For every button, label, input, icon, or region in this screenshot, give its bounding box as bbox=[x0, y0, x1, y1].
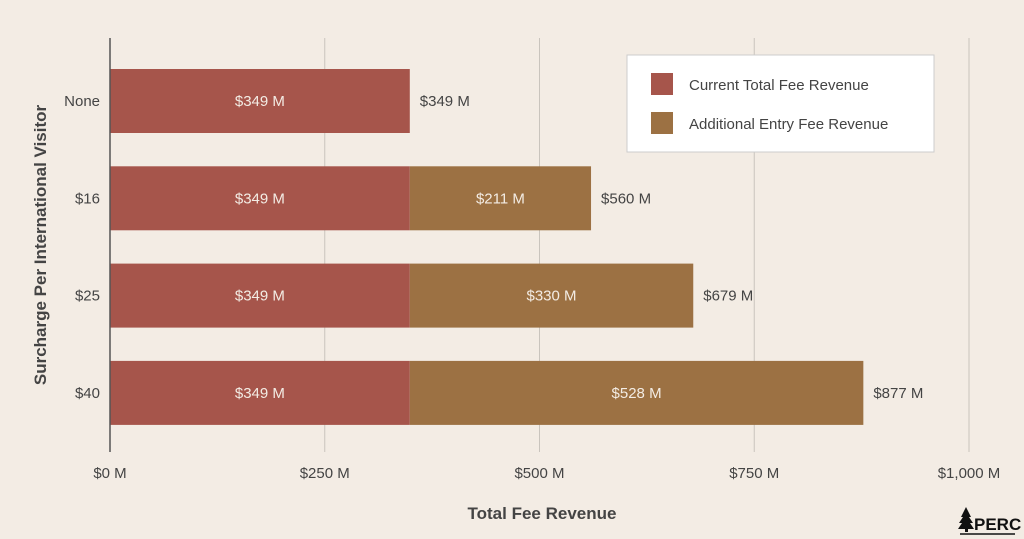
bar-value-label: $349 M bbox=[235, 385, 285, 402]
bar-current bbox=[110, 166, 410, 231]
y-tick-label: $25 bbox=[75, 288, 100, 305]
y-tick-label: None bbox=[64, 93, 100, 110]
bar-value-label: $349 M bbox=[235, 93, 285, 110]
bar-total-label: $349 M bbox=[420, 93, 470, 110]
bar-additional bbox=[409, 360, 864, 425]
legend-swatch-current bbox=[651, 73, 673, 95]
bar-value-label: $349 M bbox=[235, 288, 285, 305]
bar-total-label: $560 M bbox=[601, 190, 651, 207]
y-axis-title: Surcharge Per International Visitor bbox=[31, 104, 50, 385]
bar-current bbox=[110, 263, 410, 328]
y-tick-label: $40 bbox=[75, 385, 100, 402]
logo-text: PERC bbox=[974, 515, 1021, 534]
legend-label-additional: Additional Entry Fee Revenue bbox=[689, 116, 888, 133]
bar-total-label: $679 M bbox=[703, 288, 753, 305]
bar-additional bbox=[409, 166, 592, 231]
x-axis-title: Total Fee Revenue bbox=[468, 504, 617, 523]
perc-logo: PERC bbox=[958, 507, 1021, 535]
x-tick-label: $750 M bbox=[729, 465, 779, 482]
legend: Current Total Fee Revenue Additional Ent… bbox=[626, 54, 935, 153]
x-tick-label: $250 M bbox=[300, 465, 350, 482]
legend-label-current: Current Total Fee Revenue bbox=[689, 77, 869, 94]
bar-value-label: $330 M bbox=[527, 288, 577, 305]
bar-additional bbox=[409, 263, 694, 328]
tree-icon bbox=[958, 507, 974, 532]
bar-value-label: $528 M bbox=[612, 385, 662, 402]
x-tick-label: $1,000 M bbox=[938, 465, 1001, 482]
bar-current bbox=[110, 360, 410, 425]
y-tick-label: $16 bbox=[75, 190, 100, 207]
bar-value-label: $211 M bbox=[476, 190, 525, 207]
legend-swatch-additional bbox=[651, 112, 673, 134]
bar-current bbox=[110, 69, 410, 133]
bar-total-label: $877 M bbox=[873, 385, 923, 402]
x-tick-label: $500 M bbox=[514, 465, 564, 482]
x-tick-label: $0 M bbox=[93, 465, 126, 482]
bar-value-label: $349 M bbox=[235, 190, 285, 207]
